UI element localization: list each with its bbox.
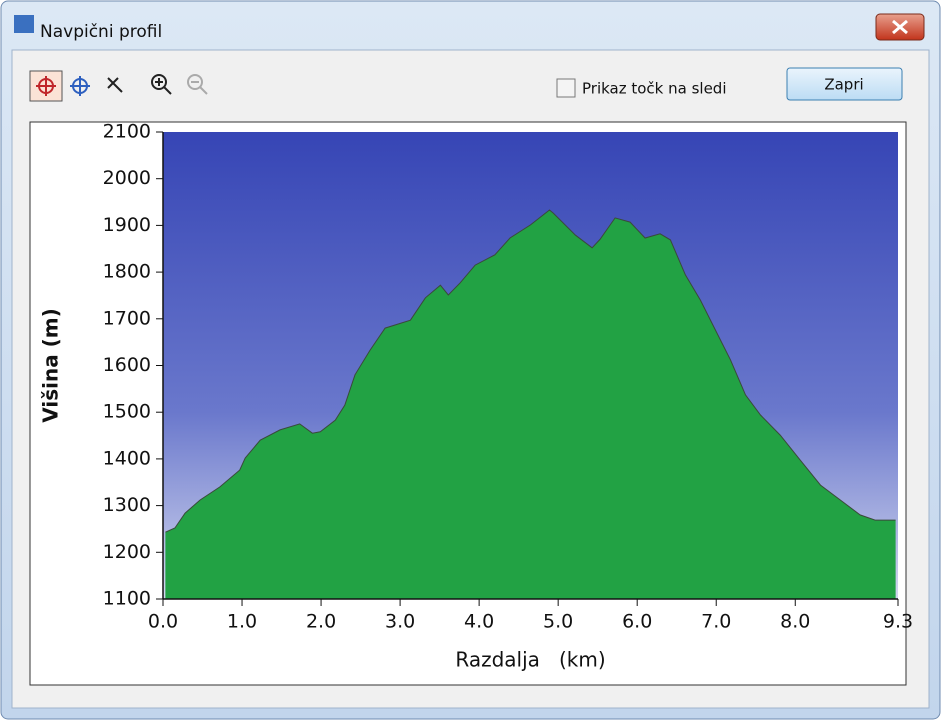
x-tick-label: 2.0: [306, 611, 336, 633]
x-tick-label: 7.0: [701, 611, 731, 633]
y-tick-label: 1500: [103, 401, 151, 423]
y-tick-label: 2000: [103, 167, 151, 189]
x-tick-label: 0.0: [148, 611, 178, 633]
y-tick-label: 1600: [103, 354, 151, 376]
close-dialog-button[interactable]: [786, 67, 903, 101]
y-axis-label: Višina (m): [39, 308, 63, 423]
close-icon: [892, 19, 908, 35]
y-tick-label: 2100: [103, 121, 151, 143]
x-tick-label: 5.0: [543, 611, 573, 633]
x-tick-label: 8.0: [780, 611, 810, 633]
y-tick-label: 1800: [103, 261, 151, 283]
y-tick-label: 1200: [103, 541, 151, 563]
tool-zoom-in[interactable]: [151, 74, 167, 90]
tool-icon: [36, 76, 56, 96]
y-tick-label: 1100: [103, 588, 151, 610]
tool-zoom-out[interactable]: [187, 74, 203, 90]
toolbar: [29, 70, 208, 102]
x-tick-label: 4.0: [464, 611, 494, 633]
checkbox-label: Prikaz točk na sledi: [582, 80, 727, 98]
chart: 1100 1200 1300 1400 1500 1600 1700 1800 1900 2000…: [39, 121, 914, 672]
tool-icon: [155, 78, 172, 95]
tool-icon: [70, 76, 90, 96]
area-edge: [165, 209, 896, 533]
x-tick-label: 6.0: [622, 611, 652, 633]
y-tick-label: 1300: [103, 494, 151, 516]
tool-zoom-box[interactable]: [107, 77, 123, 93]
checkbox[interactable]: [556, 78, 576, 98]
app-icon: [14, 15, 34, 33]
y-tick-label: 1900: [103, 214, 151, 236]
area-fill: [165, 210, 896, 599]
x-axis-label: Razdalja (km): [455, 648, 605, 672]
x-tick-label: 9.3: [883, 611, 913, 633]
window-title: Navpični profil: [40, 22, 162, 42]
y-tick-label: 1700: [103, 307, 151, 329]
y-tick-label: 1400: [103, 447, 151, 469]
x-tick-label: 1.0: [227, 611, 257, 633]
x-tick-label: 3.0: [385, 611, 415, 633]
tool-icon: [191, 81, 208, 95]
button-label: Zapri: [824, 76, 863, 94]
